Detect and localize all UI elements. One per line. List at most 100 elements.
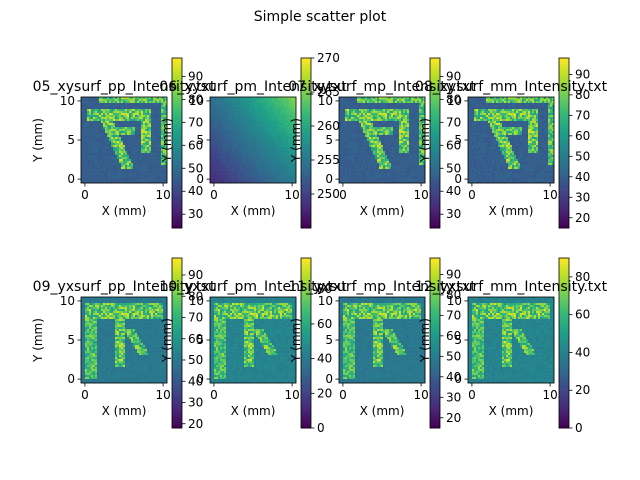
heatmap-cell [218,165,220,167]
colorbar-segment [172,171,182,174]
heatmap-cell [252,139,254,141]
heatmap-cell [127,107,129,109]
heatmap-cell [87,143,89,145]
heatmap-cell [268,171,270,173]
heatmap-cell [369,115,371,117]
heatmap-cell [232,165,234,167]
heatmap-cell [361,115,363,117]
heatmap-cell [391,119,393,121]
heatmap-cell [282,107,284,109]
heatmap-cell [99,135,101,137]
heatmap-cell [405,123,407,125]
heatmap-cell [107,173,109,175]
heatmap-cell [212,141,214,143]
heatmap-cell [393,139,395,141]
heatmap-cell [345,121,347,123]
heatmap-cell [230,149,232,151]
heatmap-cell [417,113,419,115]
heatmap-cell [228,169,230,171]
heatmap-cell [159,165,161,167]
heatmap-cell [91,159,93,161]
heatmap-cell [85,111,87,113]
heatmap-cell [256,109,258,111]
heatmap-cell [117,155,119,157]
heatmap-cell [119,157,121,159]
heatmap-cell [230,153,232,155]
heatmap-cell [153,145,155,147]
heatmap-cell [236,179,238,181]
heatmap-cell [131,139,133,141]
heatmap-cell [369,103,371,105]
heatmap-cell [115,165,117,167]
heatmap-cell [401,107,403,109]
heatmap-cell [381,103,383,105]
heatmap-cell [214,153,216,155]
heatmap-cell [252,153,254,155]
heatmap-cell [353,99,355,101]
heatmap-cell [286,169,288,171]
heatmap-cell [117,157,119,159]
heatmap-cell [157,141,159,143]
heatmap-cell [341,129,343,131]
heatmap-cell [151,141,153,143]
heatmap-cell [278,121,280,123]
heatmap-cell [375,101,377,103]
heatmap-cell [381,141,383,143]
heatmap-cell [349,125,351,127]
heatmap-cell [125,105,127,107]
heatmap-cell [369,145,371,147]
heatmap-cell [369,101,371,103]
heatmap-cell [121,143,123,145]
heatmap-cell [357,115,359,117]
heatmap-cell [141,179,143,181]
heatmap-cell [238,127,240,129]
heatmap-cell [89,145,91,147]
heatmap-cell [252,165,254,167]
heatmap-cell [270,107,272,109]
heatmap-cell [244,117,246,119]
heatmap-cell [139,129,141,131]
heatmap-cell [157,179,159,181]
heatmap-cell [214,177,216,179]
heatmap-cell [139,103,141,105]
heatmap-cell [381,125,383,127]
heatmap-cell [230,121,232,123]
heatmap-cell [129,121,131,123]
heatmap-cell [355,131,357,133]
heatmap-cell [101,115,103,117]
heatmap-cell [383,119,385,121]
heatmap-cell [244,115,246,117]
heatmap-cell [264,159,266,161]
heatmap-cell [153,123,155,125]
heatmap-cell [357,135,359,137]
heatmap-cell [421,115,423,117]
heatmap-cell [242,101,244,103]
heatmap-cell [367,129,369,131]
heatmap-cell [97,137,99,139]
heatmap-cell [262,155,264,157]
heatmap-cell [411,117,413,119]
heatmap-cell [216,109,218,111]
heatmap-cell [125,153,127,155]
heatmap-cell [129,111,131,113]
heatmap-cell [417,109,419,111]
heatmap-cell [121,131,123,133]
heatmap-cell [284,149,286,151]
heatmap-cell [103,141,105,143]
heatmap-cell [216,177,218,179]
heatmap-cell [226,143,228,145]
heatmap-cell [155,159,157,161]
heatmap-cell [137,177,139,179]
heatmap-cell [393,111,395,113]
heatmap-cell [85,179,87,181]
heatmap-cell [280,101,282,103]
heatmap-cell [119,119,121,121]
heatmap-cell [95,155,97,157]
heatmap-cell [252,167,254,169]
heatmap-cell [238,161,240,163]
heatmap-cell [133,123,135,125]
heatmap-cell [387,133,389,135]
heatmap-cell [264,129,266,131]
heatmap-cell [89,139,91,141]
heatmap-cell [236,121,238,123]
